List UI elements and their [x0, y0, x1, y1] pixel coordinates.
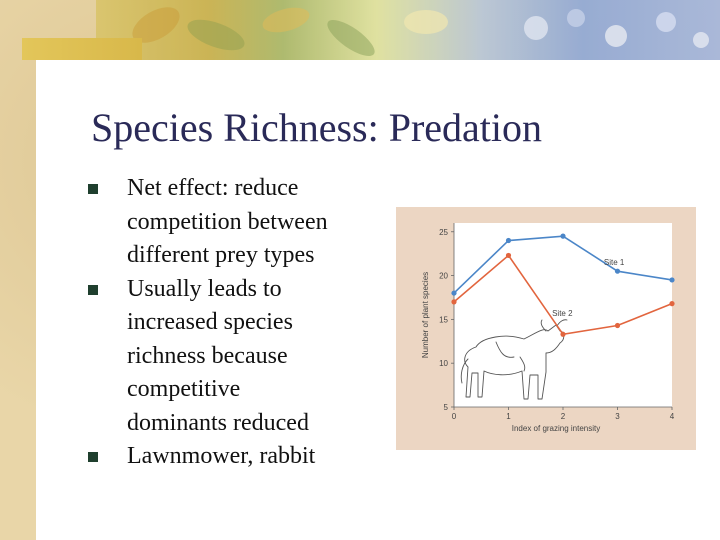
data-point [451, 299, 457, 305]
data-point [505, 252, 512, 259]
series-label: Site 1 [604, 258, 625, 267]
square-bullet-icon [88, 284, 98, 295]
bullet-line: richness because [127, 342, 288, 369]
chart-series: Site 1 Site 2 [451, 233, 675, 337]
square-bullet-icon [88, 452, 98, 462]
bullet-item: Usually leads to increased species richn… [88, 273, 388, 441]
x-tick-label: 2 [561, 412, 566, 421]
x-tick-label: 0 [452, 412, 457, 421]
bullet-line: increased species [127, 309, 293, 335]
data-point [560, 331, 566, 337]
y-tick-label: 5 [444, 403, 449, 412]
data-point [614, 322, 621, 329]
square-bullet-icon [88, 184, 98, 194]
bullet-line: dominants reduced [127, 409, 309, 436]
plot-background [454, 223, 672, 407]
decorative-banner [96, 0, 720, 60]
banner-accent-strip [22, 38, 142, 60]
data-point [505, 237, 512, 244]
y-tick-label: 15 [439, 315, 448, 324]
y-tick-label: 10 [439, 359, 448, 368]
x-axis-label: Index of grazing intensity [512, 424, 601, 433]
line-chart: 5 10 15 20 25 0 1 2 3 4 Site 1 Site 2 Index of gra… [421, 223, 675, 433]
chart-axes: 5 10 15 20 25 0 1 2 3 4 [439, 223, 675, 421]
series-label: Site 2 [552, 309, 573, 318]
x-tick-label: 1 [506, 412, 511, 421]
chart-figure: 5 10 15 20 25 0 1 2 3 4 Site 1 Site 2 Index of gra… [396, 207, 696, 450]
bullet-line: Usually leads to [127, 275, 282, 302]
data-point [614, 268, 621, 274]
slide-title: Species Richness: Predation [91, 105, 543, 150]
bullet-line: competitive [127, 376, 241, 402]
y-tick-label: 20 [439, 272, 448, 281]
plot-area [454, 223, 672, 407]
bullet-item: Net effect: reduce competition between d… [88, 172, 388, 273]
cow-icon [460, 319, 568, 400]
bullet-list: Net effect: reduce competition between d… [88, 172, 388, 474]
bullet-item: Lawnmower, rabbit [88, 440, 388, 474]
data-point [451, 290, 457, 296]
bullet-line: Lawnmower, rabbit [127, 443, 316, 469]
leaf-pattern-icon [132, 7, 709, 57]
bullet-line: different prey types [127, 242, 315, 268]
data-point [669, 277, 675, 283]
x-tick-label: 3 [615, 412, 620, 421]
data-point [669, 301, 675, 307]
x-tick-label: 4 [670, 412, 675, 421]
bullet-line: Net effect: reduce [127, 175, 299, 201]
y-axis-label: Number of plant species [421, 272, 430, 358]
y-tick-label: 25 [439, 228, 448, 237]
bullet-line: competition between [127, 208, 328, 235]
data-point [560, 233, 566, 239]
